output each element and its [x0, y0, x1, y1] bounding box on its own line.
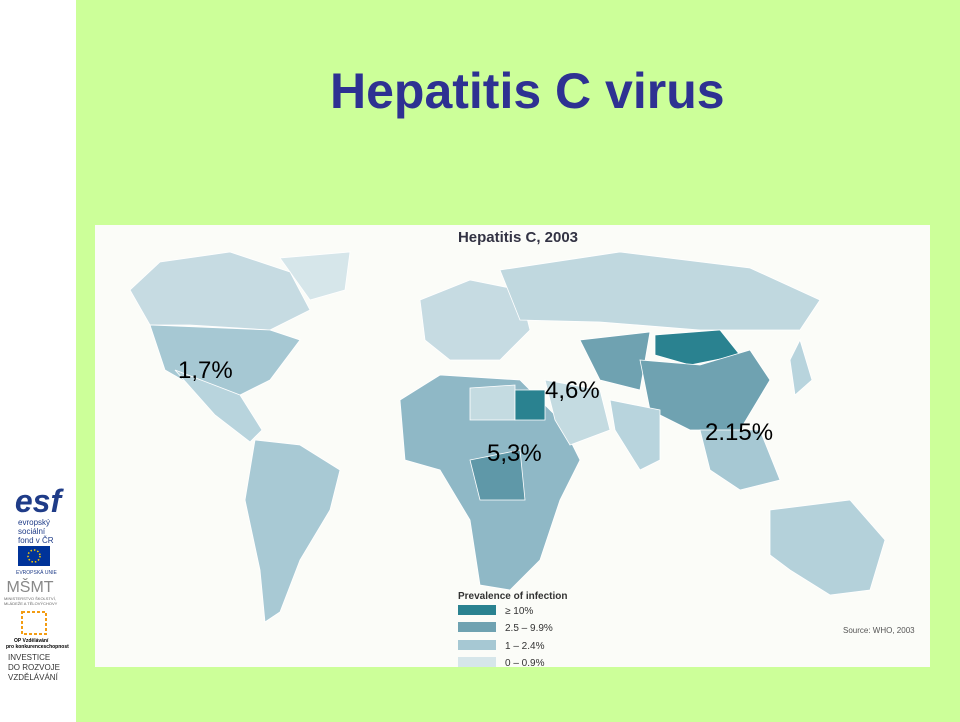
investice: DO ROZVOJE	[8, 663, 60, 672]
region	[279, 251, 351, 301]
annotation: 5,3%	[487, 440, 542, 467]
region	[174, 369, 263, 443]
legend-title: Prevalence of infection	[458, 591, 567, 602]
region	[514, 389, 546, 421]
annotation: 4,6%	[545, 377, 600, 404]
annotation: 1,7%	[178, 357, 233, 384]
region	[609, 399, 661, 471]
region	[699, 429, 781, 491]
investice: INVESTICE	[8, 653, 50, 662]
map: Hepatitis C, 2003 1,7% 4,6% 5,3% 2.15% P…	[95, 225, 930, 669]
legend-label: 2.5 – 9.9%	[505, 623, 553, 634]
region	[544, 379, 611, 446]
region	[789, 338, 813, 396]
msmt-logo: MŠMT	[6, 577, 53, 596]
slide-title: Hepatitis C virus	[330, 63, 725, 119]
eu-stars	[27, 549, 41, 563]
esf-caption: sociální	[18, 527, 46, 536]
legend: Prevalence of infection ≥ 10% 2.5 – 9.9%…	[458, 591, 567, 669]
esf-logo: esf	[15, 483, 65, 519]
annotation: 2.15%	[705, 419, 773, 446]
msmt-caption: MINISTERSTVO ŠKOLSTVÍ,	[4, 596, 56, 601]
esf-caption: fond v ČR	[18, 536, 54, 545]
region	[499, 251, 821, 331]
region	[469, 384, 516, 421]
legend-label: ≥ 10%	[505, 606, 533, 617]
eu-caption: EVROPSKÁ UNIE	[16, 569, 58, 576]
map-title: Hepatitis C, 2003	[458, 229, 578, 246]
region	[769, 499, 886, 596]
legend-swatch	[458, 622, 496, 632]
op-caption: OP Vzdělávání	[14, 638, 49, 644]
investice: VZDĚLÁVÁNÍ	[8, 673, 59, 682]
legend-label: 1 – 2.4%	[505, 641, 545, 652]
legend-swatch	[458, 657, 496, 667]
region	[654, 329, 741, 366]
region	[579, 331, 651, 391]
annotations: 1,7% 4,6% 5,3% 2.15%	[178, 357, 773, 467]
region	[419, 279, 531, 361]
eu-flag	[18, 546, 50, 566]
op-caption: pro konkurenceschopnost	[6, 644, 69, 650]
legend-swatch	[458, 605, 496, 615]
legend-swatch	[458, 640, 496, 650]
esf-caption: evropský	[18, 518, 50, 527]
region	[129, 251, 311, 331]
msmt-caption: MLÁDEŽE A TĚLOVÝCHOVY	[4, 601, 58, 606]
region	[469, 449, 526, 501]
source: Source: WHO, 2003	[843, 626, 915, 635]
legend-label: 0 – 0.9%	[505, 658, 545, 669]
region	[244, 439, 341, 623]
op-logo	[21, 611, 47, 635]
sidebar: esf evropský sociální fond v ČR EVROPSKÁ…	[4, 483, 69, 682]
